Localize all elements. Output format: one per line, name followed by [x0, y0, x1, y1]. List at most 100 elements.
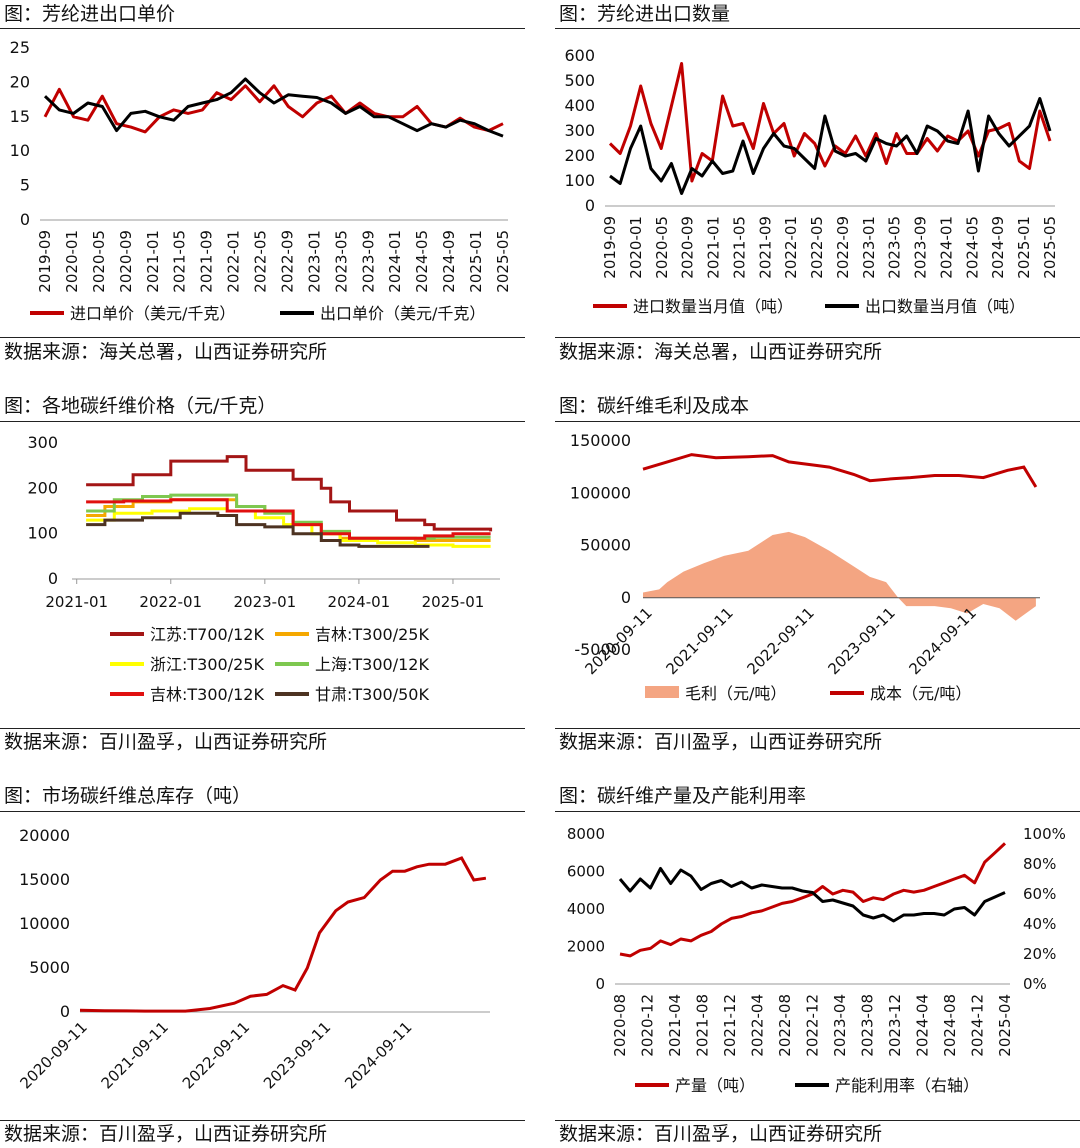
legend-label: 出口单价（美元/千克） — [320, 304, 485, 323]
x-tick-label: 2022-12 — [804, 994, 822, 1057]
x-tick-label: 2023-01 — [305, 230, 323, 293]
panel-cf-output-utilization: 图：碳纤维产量及产能利用率 0 2000 4000 6000 8000 0% 20% 40% 6… — [555, 782, 1080, 1148]
chart-aramid-price: 0 5 10 15 20 25 2019-09 2020-01 2020-05 2020-09 20… — [10, 38, 512, 323]
x-tick-label: 2024-04 — [914, 994, 932, 1057]
x-tick-label: 2020-12 — [639, 994, 657, 1057]
source-rule — [0, 1120, 525, 1121]
legend-label: 江苏:T700/12K — [150, 625, 264, 644]
title-rule — [0, 421, 525, 422]
source-note: 数据来源：百川盈孚，山西证券研究所 — [4, 731, 328, 753]
y-tick-label: 2000 — [567, 938, 605, 956]
y-tick-label: 10000 — [19, 914, 70, 933]
x-tick-label: 2025-05 — [1041, 216, 1059, 279]
series-line — [86, 455, 493, 532]
chart-cf-regional-price: 0 100 200 300 2021-01 2022-01 2023-01 2024-01 20… — [27, 433, 500, 704]
y-tick-label: 200 — [27, 478, 58, 497]
y-tick-label: 4000 — [567, 900, 605, 918]
y-tick-label: 15000 — [19, 870, 70, 889]
x-tick-label: 2022-08 — [776, 994, 794, 1057]
legend-label: 进口单价（美元/千克） — [70, 304, 235, 323]
x-tick-label: 2022-05 — [808, 216, 826, 279]
series-line — [86, 498, 491, 542]
margin-area — [643, 531, 1036, 621]
y2-tick-label: 0% — [1023, 975, 1047, 993]
x-tick-label: 2023-09-11 — [825, 604, 899, 678]
x-tick-label: 2021-12 — [721, 994, 739, 1057]
series-line — [618, 867, 1006, 923]
panel-aramid-volume: 图：芳纶进出口数量 0 100 200 300 400 500 600 2019-09 2020… — [555, 0, 1080, 370]
y-tick-label: 100 — [27, 524, 58, 543]
title-rule — [555, 28, 1080, 29]
x-tick-label: 2022-01 — [782, 216, 800, 279]
x-tick-label: 2024-09 — [989, 216, 1007, 279]
x-tick-label: 2023-09 — [359, 230, 377, 293]
x-tick-label: 2024-12 — [969, 994, 987, 1057]
y2-tick-label: 40% — [1023, 915, 1056, 933]
x-tick-label: 2020-09 — [679, 216, 697, 279]
x-tick-label: 2023-12 — [886, 994, 904, 1057]
x-tick-label: 2020-01 — [63, 230, 81, 293]
x-tick-label: 2025-01 — [422, 593, 485, 611]
x-tick-label: 2021-01 — [705, 216, 723, 279]
x-tick-label: 2020-08 — [611, 994, 629, 1057]
y-tick-label: 50000 — [580, 536, 631, 555]
x-tick-label: 2021-08 — [694, 994, 712, 1057]
legend-label: 吉林:T300/25K — [315, 625, 429, 644]
chart-title: 图：芳纶进出口数量 — [559, 3, 731, 25]
x-tick-label: 2024-01 — [386, 230, 404, 293]
series-line — [608, 62, 1052, 183]
y-tick-label: 300 — [27, 433, 58, 452]
y-tick-label: 0 — [20, 210, 30, 229]
y-tick-label: 10 — [10, 141, 30, 160]
y-tick-label: 5000 — [29, 958, 70, 977]
panel-cf-margin-cost: 图：碳纤维毛利及成本 -50000 0 50000 100000 150000 2020-… — [555, 392, 1080, 762]
x-tick-label: 2022-05 — [252, 230, 270, 293]
legend-label: 进口数量当月值（吨） — [633, 297, 793, 316]
chart-title: 图：市场碳纤维总库存（吨） — [4, 785, 252, 807]
x-tick-label: 2020-09 — [117, 230, 135, 293]
y-tick-label: 300 — [564, 121, 595, 140]
title-rule — [555, 811, 1080, 812]
x-tick-label: 2021-09-11 — [98, 1018, 172, 1092]
title-rule — [0, 811, 525, 812]
x-tick-label: 2022-09 — [834, 216, 852, 279]
y-tick-label: 20 — [10, 72, 30, 91]
x-tick-label: 2022-01 — [139, 593, 202, 611]
y-tick-label: 25 — [10, 38, 30, 57]
x-tick-label: 2023-05 — [886, 216, 904, 279]
x-tick-label: 2022-09 — [278, 230, 296, 293]
legend-label: 浙江:T300/25K — [150, 655, 264, 674]
x-tick-label: 2020-05 — [653, 216, 671, 279]
y-tick-label: 100000 — [570, 483, 631, 502]
x-tick-label: 2024-09-11 — [906, 604, 980, 678]
legend-label: 上海:T300/12K — [315, 655, 429, 674]
x-tick-label: 2024-01 — [328, 593, 391, 611]
y-tick-label: 15 — [10, 107, 30, 126]
x-tick-label: 2022-01 — [225, 230, 243, 293]
y-tick-label: 0 — [60, 1002, 70, 1021]
y-tick-label: 400 — [564, 96, 595, 115]
y-tick-label: 0 — [585, 196, 595, 215]
source-note: 数据来源：海关总署，山西证券研究所 — [559, 341, 883, 363]
x-tick-label: 2025-01 — [1015, 216, 1033, 279]
y-tick-label: 0 — [48, 569, 58, 588]
y-tick-label: 5 — [20, 176, 30, 195]
y2-tick-label: 80% — [1023, 855, 1056, 873]
x-tick-label: 2021-04 — [666, 994, 684, 1057]
legend-swatch — [645, 686, 679, 698]
title-rule — [555, 421, 1080, 422]
x-tick-label: 2024-08 — [941, 994, 959, 1057]
x-tick-label: 2020-01 — [627, 216, 645, 279]
y-tick-label: 20000 — [19, 826, 70, 845]
chart-title: 图：各地碳纤维价格（元/千克） — [4, 395, 277, 417]
legend-label: 甘肃:T300/50K — [315, 685, 429, 704]
series-line — [642, 453, 1038, 488]
series-line — [619, 842, 1007, 958]
y2-tick-label: 60% — [1023, 885, 1056, 903]
source-rule — [555, 728, 1080, 729]
source-rule — [555, 337, 1080, 338]
x-tick-label: 2019-09 — [601, 216, 619, 279]
chart-cf-inventory: 0 5000 10000 15000 20000 2020-09-11 2021-09-11… — [16, 826, 490, 1092]
x-tick-label: 2023-09-11 — [260, 1018, 334, 1092]
x-tick-label: 2020-05 — [90, 230, 108, 293]
